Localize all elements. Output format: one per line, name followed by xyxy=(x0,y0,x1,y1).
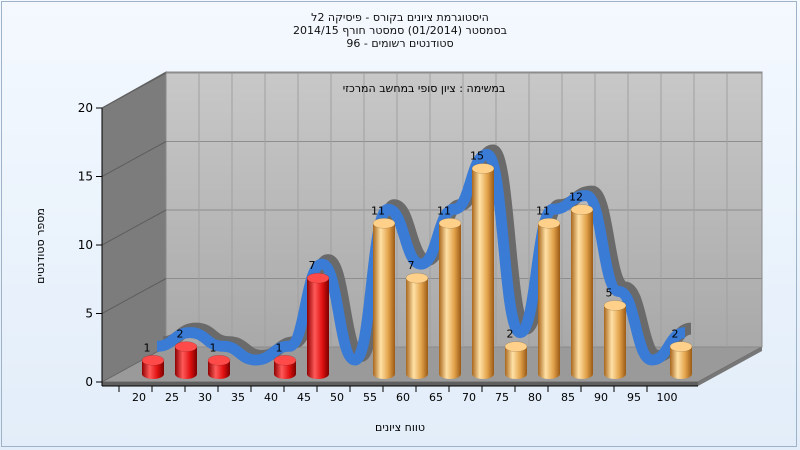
y-tick-label: 5 xyxy=(85,307,93,321)
x-axis-title: טווח ציונים xyxy=(375,421,425,434)
gridline-side xyxy=(101,278,167,314)
plot-floor-front-edge xyxy=(102,382,698,386)
x-tick-label: 60 xyxy=(396,391,410,404)
bar-value-label: 1 xyxy=(276,341,283,354)
bar-cap xyxy=(471,163,495,174)
bar-body xyxy=(670,346,692,379)
bar-90: 5 xyxy=(603,287,627,379)
bar-cap xyxy=(669,341,693,352)
bar-body xyxy=(538,223,560,379)
bar-cap xyxy=(372,218,396,229)
bar-cap xyxy=(141,355,165,366)
bar-85: 12 xyxy=(569,191,594,379)
bar-value-label: 1 xyxy=(210,341,217,354)
x-tick-label: 75 xyxy=(495,391,509,404)
bar-body xyxy=(142,360,164,379)
bar-body xyxy=(505,346,527,379)
bar-body xyxy=(604,305,626,379)
x-tick-label: 30 xyxy=(198,391,212,404)
bar-value-label: 11 xyxy=(536,204,550,217)
x-tick-label: 55 xyxy=(363,391,377,404)
x-tick-label: 85 xyxy=(561,391,575,404)
x-tick-label: 25 xyxy=(165,391,179,404)
bar-value-label: 2 xyxy=(177,328,184,341)
trend-ribbon xyxy=(156,149,687,366)
bar-value-label: 2 xyxy=(672,328,679,341)
x-tick-label: 50 xyxy=(330,391,344,404)
bar-body xyxy=(406,278,428,379)
x-tick-label: 90 xyxy=(594,391,608,404)
bar-body xyxy=(571,209,593,379)
plot-floor-right-edge xyxy=(698,347,762,386)
bar-cap xyxy=(273,355,297,366)
bar-cap xyxy=(504,341,528,352)
bar-body xyxy=(439,223,461,379)
bar-body xyxy=(208,360,230,379)
bar-value-label: 11 xyxy=(371,204,385,217)
bar-cap xyxy=(603,300,627,311)
bar-75: 2 xyxy=(504,328,528,379)
chart-title-line-2: בסמסטר (01/2014) סמסטר חורף 2014/15 xyxy=(293,24,507,37)
bar-value-label: 11 xyxy=(437,204,451,217)
bar-cap xyxy=(306,272,330,284)
chart-title-line-1: היסטוגרמת ציונים בקורס - פיסיקה 2ל xyxy=(311,11,489,24)
bar-cap xyxy=(438,218,462,229)
y-tick-label: 15 xyxy=(78,170,93,184)
bar-cap xyxy=(570,204,594,215)
x-tick-label: 95 xyxy=(627,391,641,404)
bar-value-label: 1 xyxy=(144,341,151,354)
bar-value-label: 7 xyxy=(408,259,415,272)
bar-value-label: 5 xyxy=(606,287,613,300)
chart-title-line-3: סטודנטים רשומים - 96 xyxy=(346,37,454,50)
bar-body xyxy=(307,278,329,379)
bar-20: 1 xyxy=(141,341,165,379)
bar-body xyxy=(274,360,296,379)
bar-value-label: 15 xyxy=(470,150,484,163)
bar-body xyxy=(373,223,395,379)
bar-body xyxy=(472,168,494,379)
bar-65: 11 xyxy=(437,204,462,379)
bar-80: 11 xyxy=(536,204,561,379)
y-axis-title: מספר סטודנטים xyxy=(34,208,47,284)
bar-100: 2 xyxy=(669,328,693,379)
bar-55: 11 xyxy=(371,204,396,379)
gridline-side xyxy=(101,72,167,109)
gridline-side xyxy=(101,209,167,246)
y-tick-label: 10 xyxy=(78,238,93,252)
x-tick-label: 70 xyxy=(462,391,476,404)
bar-60: 7 xyxy=(405,259,429,379)
bar-value-label: 7 xyxy=(309,259,316,272)
x-tick-label: 40 xyxy=(264,391,278,404)
x-tick-label: 65 xyxy=(429,391,443,404)
y-tick-label: 0 xyxy=(85,375,93,389)
bar-value-label: 12 xyxy=(569,191,583,204)
x-tick-label: 45 xyxy=(297,391,311,404)
bar-cap xyxy=(174,341,198,352)
bar-cap xyxy=(537,218,561,229)
y-tick-label: 20 xyxy=(78,101,93,115)
gridline-side xyxy=(101,141,167,177)
bar-25: 2 xyxy=(174,328,198,379)
x-tick-label: 20 xyxy=(132,391,146,404)
x-tick-label: 80 xyxy=(528,391,542,404)
bar-70: 15 xyxy=(470,150,495,379)
bar-30: 1 xyxy=(207,341,231,379)
trend-layer xyxy=(156,144,693,366)
bar-40: 1 xyxy=(273,341,297,379)
x-tick-label: 35 xyxy=(231,391,245,404)
bar-value-label: 2 xyxy=(507,328,514,341)
bar-cap xyxy=(405,272,429,284)
bar-cap xyxy=(207,355,231,366)
bar-body xyxy=(175,346,197,379)
bar-45: 7 xyxy=(306,259,330,379)
chart-subtitle: במשימה : ציון סופי במחשב המרכזי xyxy=(343,82,506,95)
x-tick-label: 100 xyxy=(657,391,678,404)
